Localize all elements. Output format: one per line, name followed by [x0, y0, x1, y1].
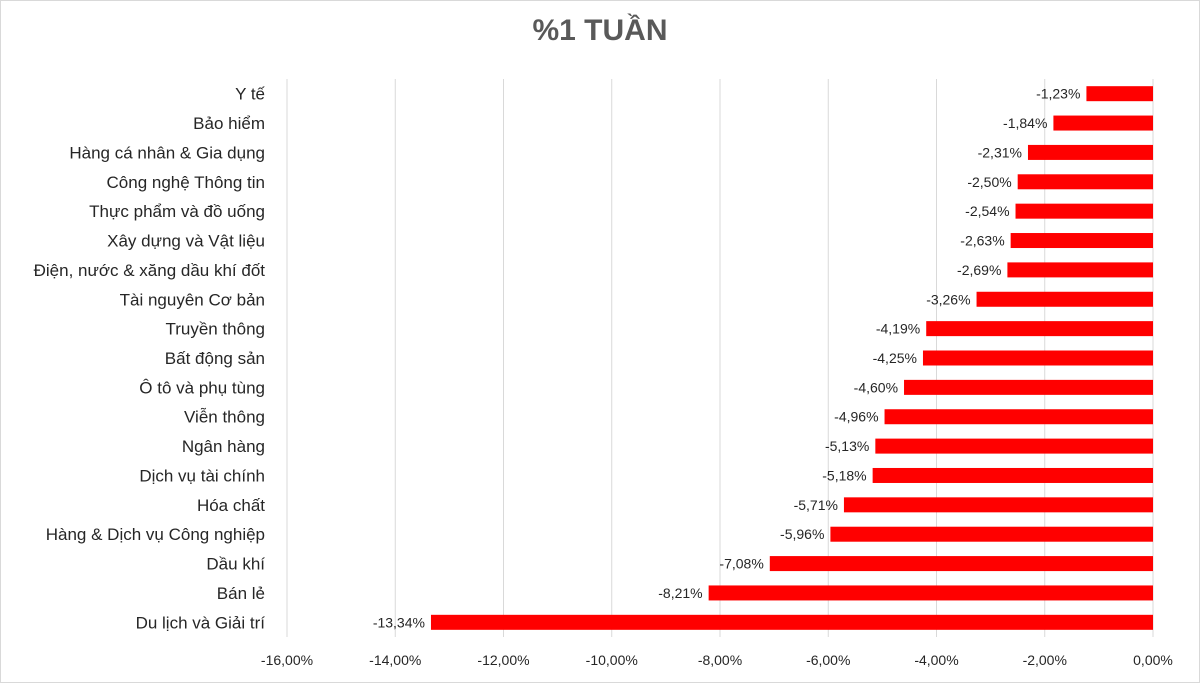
bar [430, 614, 1153, 630]
category-label: Điện, nước & xăng dầu khí đốt [34, 261, 266, 280]
bar [1010, 233, 1153, 249]
category-label: Ngân hàng [182, 437, 265, 456]
category-label: Hàng cá nhân & Gia dụng [69, 143, 265, 162]
data-labels: -1,23% -1,84% -2,31% -2,50% -2,54% -2,63% -2,6… [373, 86, 1081, 631]
category-label: Công nghệ Thông tin [107, 173, 265, 192]
x-tick-label: -16,00% [261, 652, 313, 668]
data-label: -4,96% [834, 409, 878, 425]
data-label: -2,63% [960, 233, 1004, 249]
bar [884, 409, 1153, 425]
bar [926, 321, 1153, 337]
bar [708, 585, 1153, 601]
data-label: -4,19% [876, 321, 920, 337]
category-labels: Y tế Bảo hiểm Hàng cá nhân & Gia dụng Công … [34, 85, 266, 633]
data-label: -8,21% [658, 585, 702, 601]
data-label: -2,69% [957, 262, 1001, 278]
x-tick-label: -6,00% [806, 652, 850, 668]
category-label: Bảo hiểm [193, 114, 265, 133]
data-label: -5,96% [780, 526, 824, 542]
category-label: Hóa chất [197, 496, 265, 515]
category-label: Y tế [235, 85, 265, 104]
category-label: Hàng & Dịch vụ Công nghiệp [46, 525, 265, 544]
data-label: -4,25% [873, 350, 917, 366]
bar [843, 497, 1153, 513]
x-tick-label: -4,00% [914, 652, 958, 668]
x-tick-label: 0,00% [1133, 652, 1173, 668]
category-label: Bán lẻ [217, 584, 265, 603]
category-label: Du lịch và Giải trí [136, 613, 266, 632]
x-axis-tick-labels: -16,00% -14,00% -12,00% -10,00% -8,00% -6,00%… [261, 652, 1173, 668]
bar [872, 467, 1153, 483]
bar [904, 379, 1153, 395]
category-label: Viễn thông [184, 408, 265, 427]
x-tick-label: -8,00% [698, 652, 742, 668]
data-label: -3,26% [926, 291, 970, 307]
bar [769, 556, 1153, 572]
bars [430, 86, 1153, 630]
data-label: -1,23% [1036, 86, 1080, 102]
category-label: Dầu khí [206, 555, 265, 574]
data-label: -5,18% [822, 467, 866, 483]
bar [1017, 174, 1153, 190]
data-label: -2,31% [978, 144, 1022, 160]
category-label: Dịch vụ tài chính [139, 466, 265, 485]
data-label: -7,08% [719, 556, 763, 572]
data-label: -5,71% [794, 497, 838, 513]
data-label: -1,84% [1003, 115, 1047, 131]
bar [1053, 115, 1153, 131]
bar [875, 438, 1153, 454]
bar [1007, 262, 1153, 278]
data-label: -5,13% [825, 438, 869, 454]
bar [922, 350, 1153, 366]
x-tick-label: -12,00% [477, 652, 529, 668]
x-tick-label: -2,00% [1023, 652, 1067, 668]
x-tick-label: -14,00% [369, 652, 421, 668]
bar [830, 526, 1153, 542]
bar [976, 291, 1153, 307]
data-label: -2,50% [967, 174, 1011, 190]
data-label: -2,54% [965, 203, 1009, 219]
bar [1027, 144, 1153, 160]
data-label: -13,34% [373, 614, 425, 630]
category-label: Thực phẩm và đồ uống [89, 202, 265, 221]
category-label: Bất động sản [165, 349, 265, 368]
bar [1086, 86, 1153, 102]
data-label: -4,60% [854, 379, 898, 395]
bar [1015, 203, 1153, 219]
category-label: Tài nguyên Cơ bản [120, 290, 265, 309]
category-label: Ô tô và phụ tùng [139, 378, 265, 397]
category-label: Xây dựng và Vật liệu [107, 232, 265, 251]
category-label: Truyền thông [165, 320, 265, 339]
chart-title: %1 TUẦN [532, 14, 668, 47]
x-tick-label: -10,00% [586, 652, 638, 668]
